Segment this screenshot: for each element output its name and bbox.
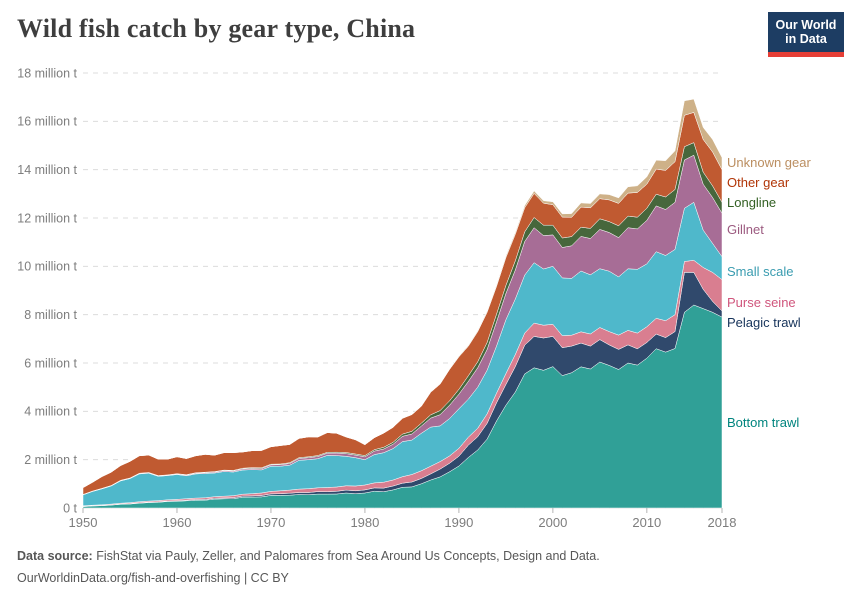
y-axis-tick-label: 10 million t xyxy=(17,260,77,274)
x-axis-tick-label: 1970 xyxy=(256,515,285,530)
legend-label-gillnet[interactable]: Gillnet xyxy=(727,222,764,237)
owid-logo-line1: Our World xyxy=(775,18,837,32)
data-source-text: FishStat via Pauly, Zeller, and Palomare… xyxy=(92,549,600,563)
y-axis-tick-label: 14 million t xyxy=(17,163,77,177)
legend-label-unknown-gear[interactable]: Unknown gear xyxy=(727,155,811,170)
y-axis-tick-label: 2 million t xyxy=(24,453,77,467)
y-axis-tick-label: 4 million t xyxy=(24,405,77,419)
x-axis-tick-label: 2000 xyxy=(538,515,567,530)
x-axis-tick-label: 2018 xyxy=(708,515,737,530)
x-axis-tick-label: 1950 xyxy=(69,515,98,530)
x-axis-tick-label: 2010 xyxy=(632,515,661,530)
chart-title: Wild fish catch by gear type, China xyxy=(17,14,416,43)
owid-logo-line2: in Data xyxy=(785,32,827,46)
y-axis-tick-label: 16 million t xyxy=(17,115,77,129)
legend-label-purse-seine[interactable]: Purse seine xyxy=(727,295,796,310)
y-axis-tick-label: 12 million t xyxy=(17,211,77,225)
area-unknown-gear[interactable] xyxy=(82,98,723,488)
y-axis-tick-label: 8 million t xyxy=(24,308,77,322)
legend-label-small-scale[interactable]: Small scale xyxy=(727,264,794,279)
x-axis-tick-label: 1960 xyxy=(163,515,192,530)
data-source-label: Data source: xyxy=(17,549,93,563)
y-axis-tick-label: 0 t xyxy=(63,501,77,515)
legend-label-pelagic-trawl[interactable]: Pelagic trawl xyxy=(727,315,801,330)
license-line[interactable]: OurWorldinData.org/fish-and-overfishing … xyxy=(17,571,289,585)
legend-label-other-gear[interactable]: Other gear xyxy=(727,175,790,190)
chart-footer: Data source: FishStat via Pauly, Zeller,… xyxy=(17,545,600,589)
x-axis-tick-label: 1980 xyxy=(350,515,379,530)
legend-label-bottom-trawl[interactable]: Bottom trawl xyxy=(727,415,800,430)
legend-label-longline[interactable]: Longline xyxy=(727,195,777,210)
data-source-line: Data source: FishStat via Pauly, Zeller,… xyxy=(17,545,600,567)
x-axis-tick-label: 1990 xyxy=(444,515,473,530)
y-axis-tick-label: 18 million t xyxy=(17,66,77,80)
y-axis-tick-label: 6 million t xyxy=(24,356,77,370)
owid-logo[interactable]: Our World in Data xyxy=(768,12,844,57)
